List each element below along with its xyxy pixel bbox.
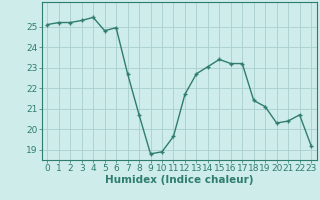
X-axis label: Humidex (Indice chaleur): Humidex (Indice chaleur)	[105, 175, 253, 185]
